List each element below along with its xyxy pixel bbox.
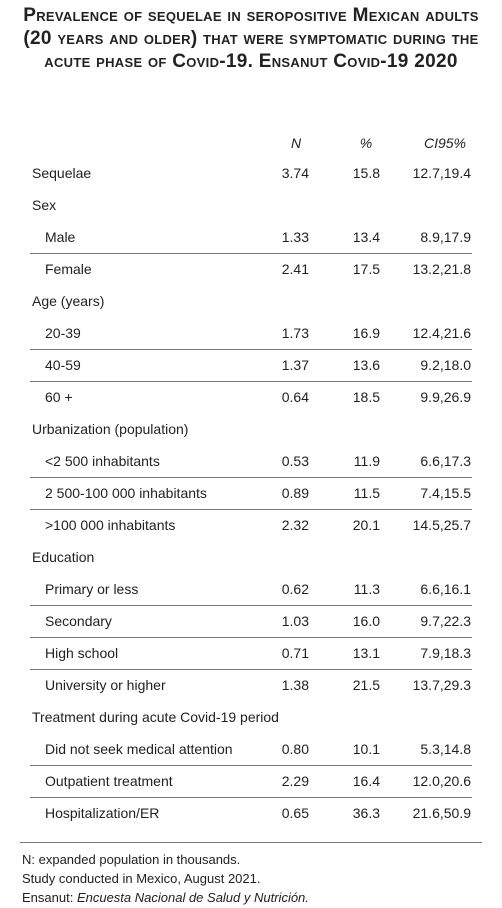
footnote-text: Ensanut:	[22, 890, 77, 905]
row-label: Primary or less	[45, 581, 139, 597]
table-cell: 12.4,21.6	[412, 325, 471, 341]
section-label: Sex	[32, 197, 57, 213]
table-cell: 2.29	[281, 773, 309, 789]
table-bottom-rule	[20, 842, 482, 843]
table-cell: 7.9,18.3	[420, 645, 471, 661]
table-cell: 15.8	[352, 165, 380, 181]
table-cell: 21.5	[352, 677, 380, 693]
row-divider	[30, 509, 472, 510]
table-cell: 0.64	[281, 389, 309, 405]
row-label: 20-39	[45, 325, 81, 341]
row-label: Secondary	[45, 613, 112, 629]
section-label: Treatment during acute Covid-19 period	[32, 709, 279, 725]
row-label: University or higher	[45, 677, 166, 693]
row-divider	[30, 797, 472, 798]
row-divider	[30, 669, 472, 670]
table-cell: 9.7,22.3	[420, 613, 471, 629]
table-cell: 3.74	[281, 165, 309, 181]
table-cell: 16.0	[352, 613, 380, 629]
table-cell: 16.4	[352, 773, 380, 789]
table-cell: 1.73	[281, 325, 309, 341]
section-label: Education	[32, 549, 95, 565]
table-cell: 12.7,19.4	[412, 165, 471, 181]
row-divider	[30, 605, 472, 606]
row-label: Male	[45, 229, 76, 245]
row-divider	[30, 349, 472, 350]
footnote: Ensanut: Encuesta Nacional de Salud y Nu…	[22, 890, 309, 906]
table-cell: 0.65	[281, 805, 309, 821]
row-label: Did not seek medical attention	[45, 741, 233, 757]
table-cell: 13.4	[352, 229, 380, 245]
row-label: 40-59	[45, 357, 81, 373]
column-header: N	[290, 135, 302, 151]
table-cell: 13.2,21.8	[412, 261, 471, 277]
table-cell: 18.5	[352, 389, 380, 405]
footnote-italic: Encuesta Nacional de Salud y Nutrición.	[76, 890, 309, 905]
table-cell: 9.2,18.0	[420, 357, 471, 373]
table-title: Prevalence of sequelae in seropositive M…	[23, 5, 479, 72]
row-label: Hospitalization/ER	[45, 805, 160, 821]
row-divider	[30, 253, 472, 254]
table-cell: 9.9,26.9	[420, 389, 471, 405]
row-label: 2 500-100 000 inhabitants	[45, 485, 207, 501]
footnote: Study conducted in Mexico, August 2021.	[22, 871, 261, 886]
table-cell: 20.1	[352, 517, 380, 533]
column-header: %	[359, 135, 373, 151]
row-label: Outpatient treatment	[45, 773, 173, 789]
footnote: N: expanded population in thousands.	[22, 852, 241, 867]
table-cell: 11.3	[353, 581, 380, 597]
table-cell: 13.7,29.3	[412, 677, 471, 693]
table-cell: 1.38	[281, 677, 309, 693]
row-divider	[30, 381, 472, 382]
row-label: <2 500 inhabitants	[45, 453, 160, 469]
table-cell: 14.5,25.7	[412, 517, 471, 533]
table-cell: 13.6	[352, 357, 380, 373]
table-cell: 16.9	[352, 325, 380, 341]
row-divider	[30, 477, 472, 478]
table-cell: 1.03	[281, 613, 309, 629]
table-cell: 2.32	[281, 517, 309, 533]
row-divider	[30, 637, 472, 638]
table-cell: 0.71	[281, 645, 309, 661]
table-cell: 36.3	[352, 805, 380, 821]
section-label: Age (years)	[32, 293, 105, 309]
table-cell: 6.6,16.1	[420, 581, 471, 597]
table-cell: 13.1	[352, 645, 380, 661]
table-cell: 21.6,50.9	[412, 805, 471, 821]
table-cell: 8.9,17.9	[420, 229, 471, 245]
row-label: Female	[45, 261, 92, 277]
section-label: Urbanization (population)	[32, 421, 189, 437]
table-cell: 7.4,15.5	[420, 485, 471, 501]
table-cell: 0.89	[281, 485, 309, 501]
table-cell: 0.53	[281, 453, 309, 469]
table-cell: 10.1	[352, 741, 380, 757]
column-header: CI95%	[423, 135, 467, 151]
table-cell: 1.33	[281, 229, 309, 245]
table-cell: 11.9	[353, 453, 380, 469]
row-divider	[30, 765, 472, 766]
table-cell: 6.6,17.3	[420, 453, 471, 469]
row-label: 60 +	[45, 389, 73, 405]
table-cell: 2.41	[281, 261, 309, 277]
table-cell: 5.3,14.8	[420, 741, 471, 757]
table-cell: 0.62	[281, 581, 309, 597]
table-cell: 11.5	[353, 485, 380, 501]
section-label: Sequelae	[32, 165, 92, 181]
row-label: >100 000 inhabitants	[45, 517, 176, 533]
table-cell: 12.0,20.6	[412, 773, 471, 789]
table-cell: 0.80	[281, 741, 309, 757]
row-label: High school	[45, 645, 119, 661]
table-cell: 17.5	[352, 261, 380, 277]
table-cell: 1.37	[281, 357, 309, 373]
